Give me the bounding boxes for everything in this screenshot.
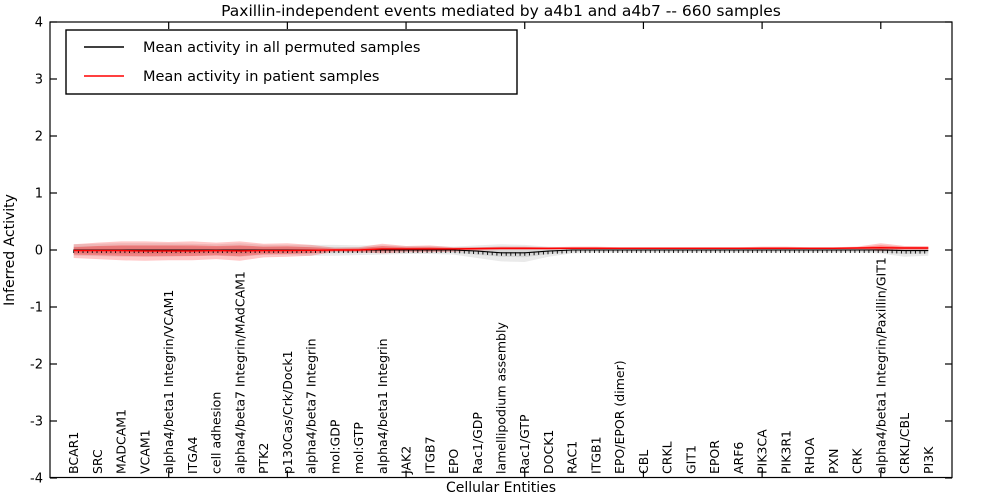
x-tick-label: alpha4/beta7 Integrin: [304, 338, 319, 474]
x-tick-label: DOCK1: [541, 430, 556, 474]
legend: Mean activity in all permuted samples Me…: [65, 29, 518, 95]
x-tick-label: ITGB1: [588, 436, 603, 474]
y-tick-label: 0: [35, 244, 43, 259]
x-tick-label: alpha4/beta1 Integrin/Paxillin/GIT1: [873, 257, 888, 474]
x-tick-label: MADCAM1: [114, 409, 129, 474]
y-tick-label: -3: [30, 415, 43, 430]
x-tick-label: lamellipodium assembly: [494, 322, 509, 474]
x-tick-label: mol:GDP: [327, 419, 342, 474]
x-tick-label: EPOR: [707, 440, 722, 474]
x-tick-label: mol:GTP: [351, 422, 366, 474]
y-tick-label: -2: [30, 358, 43, 373]
x-tick-label: EPO/EPOR (dimer): [612, 360, 627, 474]
x-tick-label: p130Cas/Crk/Dock1: [280, 350, 295, 474]
mean-line-patient: [73, 246, 929, 252]
x-tick-label: CBL: [636, 450, 651, 474]
x-tick-label: PXN: [826, 449, 841, 474]
y-tick-label: 2: [35, 130, 43, 145]
x-axis-title: Cellular Entities: [446, 480, 556, 496]
x-tick-label: CRKL/CBL: [897, 413, 912, 474]
x-tick-label: ITGA4: [185, 436, 200, 474]
axes-frame: [49, 21, 953, 479]
x-tick-label: PI3K: [921, 446, 936, 474]
y-tick-label: -4: [30, 472, 43, 487]
x-tick-label: RHOA: [802, 437, 817, 474]
x-tick-label: JAK2: [399, 446, 414, 475]
y-tick-label: 1: [35, 187, 43, 202]
legend-label-patient: Mean activity in patient samples: [143, 69, 379, 85]
axis-ticks: [50, 21, 952, 479]
x-tick-label: PIK3CA: [755, 429, 770, 474]
mean-lines: [73, 246, 929, 254]
x-tick-label: VCAM1: [137, 429, 152, 474]
y-axis-title: Inferred Activity: [2, 194, 18, 306]
x-tick-label: RAC1: [565, 441, 580, 474]
x-tick-label: Rac1/GDP: [470, 412, 485, 474]
band-patient-range-outer: [73, 241, 929, 261]
x-tick-label: BCAR1: [66, 432, 81, 474]
x-tick-label: alpha4/beta1 Integrin: [375, 338, 390, 474]
x-tick-label: CRK: [850, 448, 865, 474]
x-tick-label: SRC: [90, 449, 105, 474]
x-tick-label: GIT1: [683, 445, 698, 474]
chart-title: Paxillin-independent events mediated by …: [221, 2, 781, 20]
y-tick-label: 3: [35, 73, 43, 88]
x-tick-label: Rac1/GTP: [517, 414, 532, 474]
y-tick-labels: -4 -3 -2 -1 0 1 2 3 4: [30, 16, 43, 487]
x-tick-labels: BCAR1 SRC MADCAM1 VCAM1 alpha4/beta1 Integri…: [66, 257, 936, 475]
x-tick-label: alpha4/beta1 Integrin/VCAM1: [161, 290, 176, 474]
x-tick-label: alpha4/beta7 Integrin/MAdCAM1: [232, 271, 247, 474]
legend-box: [65, 29, 518, 95]
y-tick-label: 4: [35, 16, 43, 31]
x-tick-label: ITGB7: [422, 436, 437, 474]
x-tick-label: cell adhesion: [209, 392, 224, 474]
x-tick-label: ARF6: [731, 442, 746, 474]
x-tick-label: PIK3R1: [778, 430, 793, 474]
x-tick-label: CRKL: [660, 441, 675, 474]
x-tick-label: EPO: [446, 449, 461, 474]
x-tick-label: PTK2: [256, 443, 271, 474]
y-tick-label: -1: [30, 301, 43, 316]
legend-label-permuted: Mean activity in all permuted samples: [143, 40, 420, 56]
